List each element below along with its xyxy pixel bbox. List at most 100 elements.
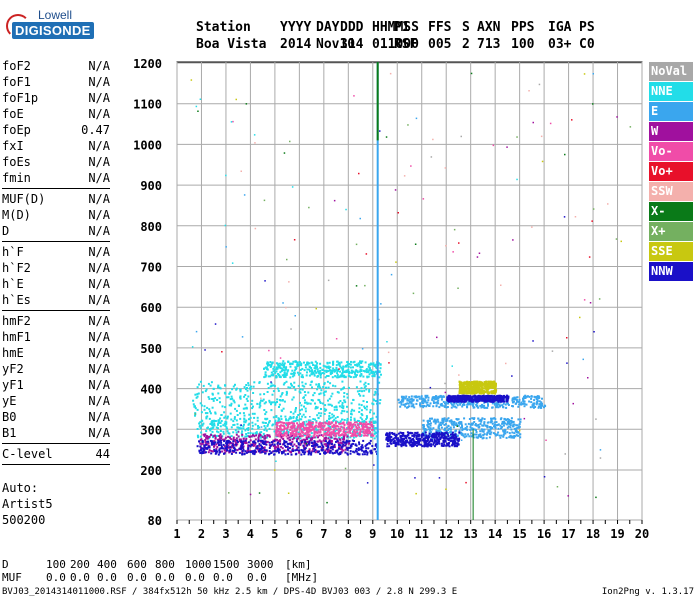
echo-point	[257, 427, 260, 430]
echo-point	[502, 429, 505, 432]
echo-point	[282, 360, 285, 363]
echo-point	[327, 424, 330, 427]
echo-point	[361, 390, 363, 393]
echo-point	[257, 448, 260, 451]
echo-point	[235, 443, 237, 446]
echo-point	[326, 375, 329, 377]
echo-point	[304, 447, 307, 450]
echo-point	[443, 423, 446, 426]
echo-point	[310, 438, 313, 441]
echo-point	[491, 387, 494, 389]
echo-point	[331, 376, 334, 379]
echo-point	[223, 440, 226, 443]
echo-point	[453, 420, 456, 423]
echo-point	[269, 364, 272, 367]
echo-point	[394, 436, 397, 439]
echo-point	[378, 402, 381, 405]
echo-point	[280, 445, 283, 448]
echo-points	[190, 72, 632, 504]
echo-point	[453, 405, 456, 408]
echo-point	[292, 424, 295, 427]
echo-point	[416, 399, 419, 402]
echo-point	[377, 362, 380, 365]
echo-point	[291, 430, 294, 433]
echo-point	[370, 371, 373, 374]
echo-point	[518, 400, 521, 403]
echo-point	[219, 417, 222, 420]
echo-point	[217, 386, 219, 389]
echo-point	[474, 398, 477, 401]
echo-point	[366, 405, 368, 408]
echo-point	[349, 421, 352, 424]
echo-point	[304, 416, 307, 419]
echo-point	[360, 446, 363, 448]
echo-point	[235, 437, 238, 440]
echo-point	[350, 412, 352, 415]
echo-point	[257, 439, 260, 442]
echo-point	[419, 403, 421, 406]
echo-point	[508, 423, 511, 426]
echo-point	[472, 436, 475, 439]
echo-point	[314, 426, 317, 429]
echo-point	[268, 420, 271, 422]
echo-point	[244, 435, 247, 438]
echo-point	[369, 420, 372, 423]
echo-point	[394, 444, 397, 447]
echo-point	[385, 436, 388, 439]
echo-point	[412, 444, 415, 447]
echo-point	[256, 445, 259, 448]
echo-point	[395, 437, 398, 440]
echo-point	[477, 387, 479, 389]
echo-point	[372, 363, 375, 366]
echo-point	[239, 417, 242, 420]
echo-point	[228, 442, 231, 445]
echo-point	[474, 383, 477, 386]
echo-point	[297, 435, 299, 438]
echo-point	[224, 424, 227, 427]
echo-point	[360, 372, 363, 375]
echo-point	[525, 403, 528, 406]
echo-point	[289, 415, 292, 418]
echo-point	[374, 390, 377, 393]
echo-point	[339, 441, 342, 444]
echo-point	[209, 384, 212, 387]
echo-point	[533, 399, 536, 402]
echo-point	[438, 427, 441, 430]
echo-point	[362, 430, 365, 433]
echo-point	[303, 369, 306, 372]
echo-point	[328, 421, 330, 424]
echo-point	[339, 400, 342, 402]
echo-point	[283, 434, 285, 436]
noise-point	[194, 413, 196, 415]
echo-point	[486, 396, 489, 399]
echo-point	[292, 420, 295, 423]
param-row-fmin: fmin N/A	[2, 170, 110, 186]
echo-point	[283, 432, 286, 435]
echo-point	[503, 400, 506, 403]
echo-point	[270, 403, 272, 406]
echo-point	[311, 428, 314, 431]
echo-point	[420, 395, 423, 398]
echo-point	[283, 365, 286, 368]
echo-point	[477, 395, 480, 398]
echo-point	[367, 429, 370, 432]
echo-point	[299, 443, 302, 446]
echo-point	[204, 441, 207, 444]
echo-point	[337, 425, 340, 428]
echo-point	[500, 434, 503, 437]
echo-point	[337, 442, 340, 445]
param-name: foF1	[2, 75, 31, 89]
noise-point	[516, 136, 518, 138]
echo-point	[315, 383, 318, 386]
echo-point	[483, 418, 486, 421]
echo-point	[240, 440, 243, 443]
echo-point	[446, 406, 449, 408]
echo-point	[333, 370, 336, 373]
echo-point	[404, 435, 407, 438]
echo-point	[373, 429, 376, 432]
echo-point	[329, 369, 332, 372]
echo-point	[463, 392, 466, 395]
echo-point	[217, 384, 220, 387]
echo-point	[216, 399, 219, 401]
echo-point	[213, 434, 216, 437]
